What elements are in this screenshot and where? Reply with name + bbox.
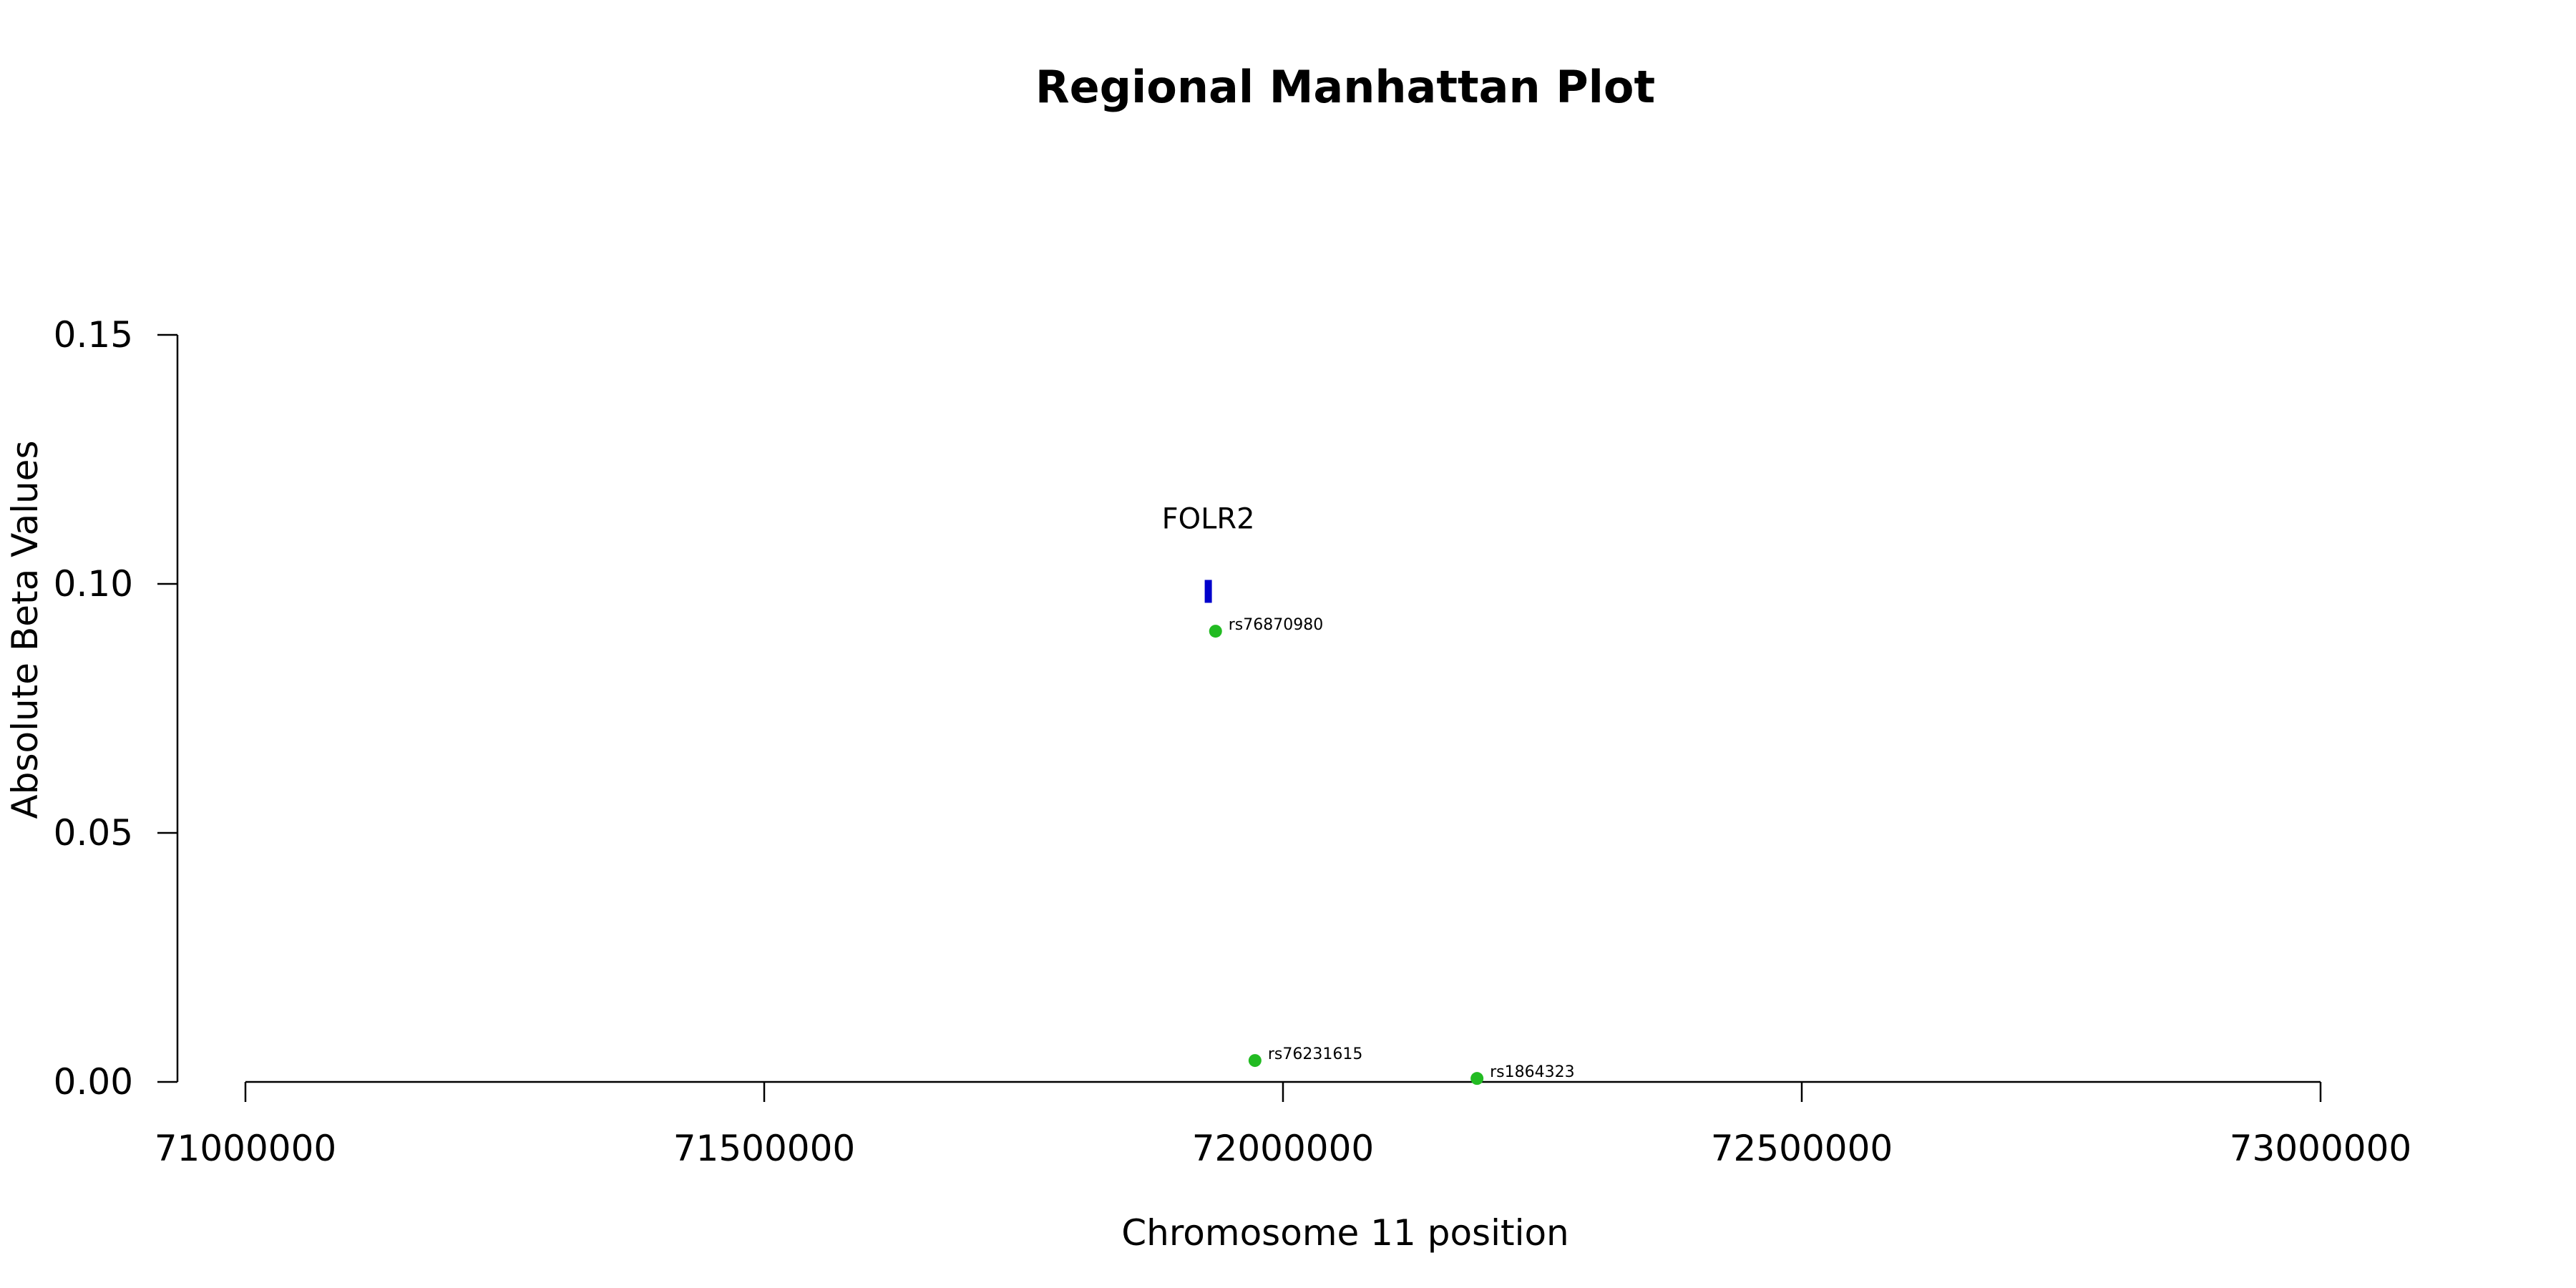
y-tick-label: 0.05 xyxy=(54,812,133,854)
x-tick-label: 73000000 xyxy=(2230,1128,2412,1169)
chart-title: Regional Manhattan Plot xyxy=(1035,61,1655,113)
gene-marker xyxy=(1204,580,1212,603)
y-tick-label: 0.00 xyxy=(54,1061,133,1103)
x-tick-label: 71500000 xyxy=(673,1128,856,1169)
snp-label: rs1864323 xyxy=(1490,1063,1575,1081)
x-tick-label: 72000000 xyxy=(1192,1128,1375,1169)
snp-label: rs76231615 xyxy=(1268,1045,1362,1063)
x-axis: 71000000 71500000 72000000 72500000 73000000 xyxy=(155,1080,2412,1169)
x-tick-label: 71000000 xyxy=(155,1128,337,1169)
gene-label: FOLR2 xyxy=(1162,502,1255,535)
y-tick-label: 0.15 xyxy=(54,314,133,356)
snp-point xyxy=(1248,1054,1262,1068)
y-axis: 0.00 0.05 0.10 0.15 xyxy=(54,314,179,1103)
y-tick-label: 0.10 xyxy=(54,563,133,605)
snp-point xyxy=(1470,1072,1484,1085)
gene-markers: FOLR2 xyxy=(1162,502,1255,603)
snp-point xyxy=(1209,625,1222,638)
x-tick-label: 72500000 xyxy=(1711,1128,1893,1169)
x-axis-label: Chromosome 11 position xyxy=(1121,1212,1569,1254)
y-axis-label: Absolute Beta Values xyxy=(4,441,46,819)
snp-points: rs76870980 rs76231615 rs1864323 xyxy=(1209,616,1575,1085)
snp-label: rs76870980 xyxy=(1229,616,1323,634)
